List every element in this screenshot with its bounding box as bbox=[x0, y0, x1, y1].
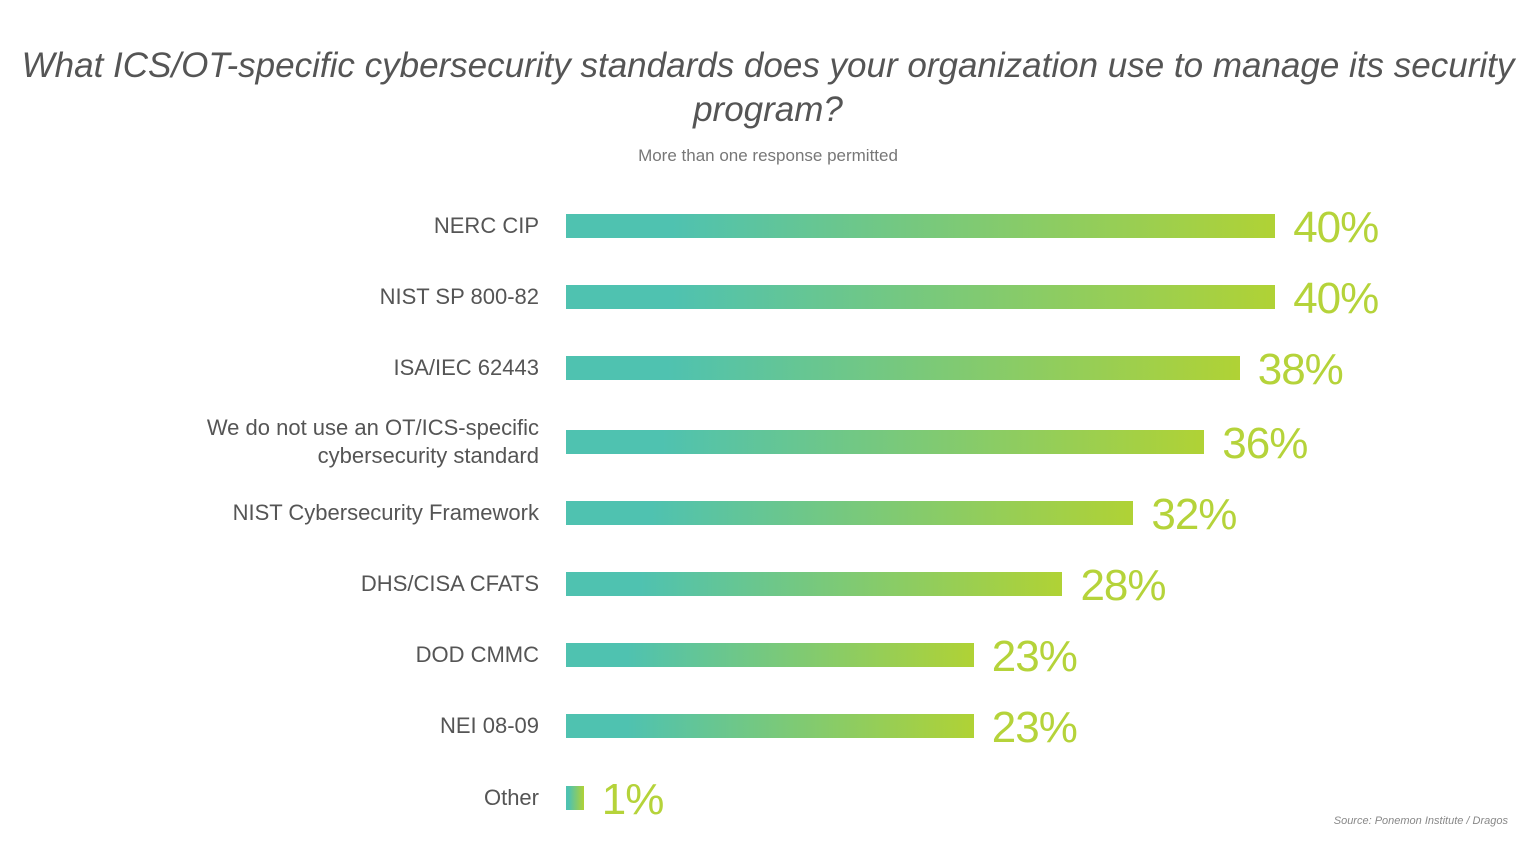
category-label: NERC CIP bbox=[433, 213, 539, 238]
bar bbox=[566, 785, 584, 810]
category-label: NIST SP 800-82 bbox=[379, 284, 539, 310]
value-label: 32% bbox=[1151, 489, 1237, 539]
bar bbox=[566, 714, 974, 739]
value-label: 36% bbox=[1222, 418, 1308, 468]
value-label: 40% bbox=[1293, 274, 1379, 324]
chart-subtitle: More than one response permitted bbox=[638, 146, 898, 165]
source-note: Source: Ponemon Institute / Dragos bbox=[1333, 815, 1508, 827]
bar bbox=[566, 643, 974, 668]
category-label: We do not use an OT/ICS-specific cybersec… bbox=[206, 414, 539, 468]
value-label: 1% bbox=[601, 774, 665, 824]
bar bbox=[566, 429, 1205, 454]
category-label: DOD CMMC bbox=[415, 642, 539, 668]
value-label: 40% bbox=[1293, 203, 1379, 252]
category-label: ISA/IEC 62443 bbox=[393, 355, 539, 381]
chart-title: What ICS/OT-specific cybersecurity stand… bbox=[21, 46, 1515, 129]
value-label: 23% bbox=[991, 632, 1078, 682]
category-label: NIST Cybersecurity Framework bbox=[232, 499, 539, 525]
bar bbox=[566, 214, 1276, 238]
value-label: 28% bbox=[1080, 561, 1166, 610]
category-label: NEI 08-09 bbox=[439, 713, 539, 739]
value-label: 23% bbox=[991, 703, 1078, 753]
bar bbox=[566, 500, 1134, 525]
bar bbox=[566, 285, 1276, 310]
value-label: 38% bbox=[1257, 345, 1344, 395]
bar bbox=[566, 572, 1063, 596]
bar bbox=[566, 356, 1240, 381]
category-label: Other bbox=[483, 784, 539, 810]
category-label: DHS/CISA CFATS bbox=[360, 571, 539, 596]
